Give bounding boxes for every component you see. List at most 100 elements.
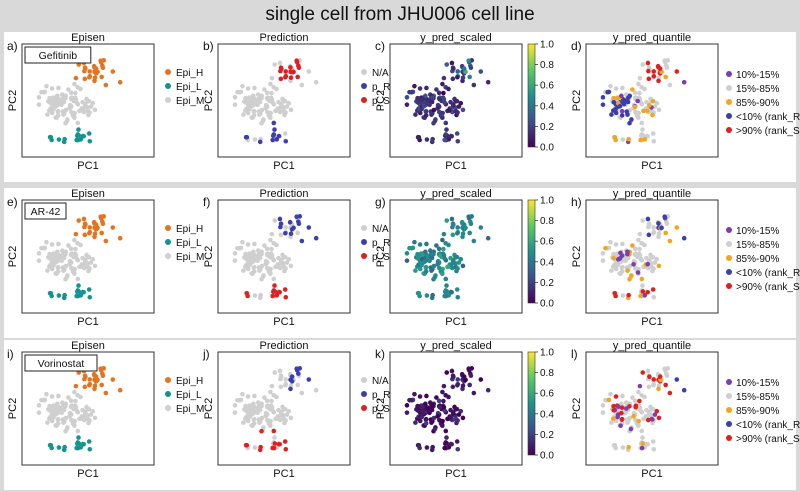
data-point — [269, 398, 274, 404]
data-point — [243, 96, 249, 101]
data-point — [288, 75, 294, 81]
panel-letter: e) — [7, 195, 18, 209]
legend-marker — [165, 391, 171, 397]
data-point — [600, 410, 606, 415]
data-point — [441, 246, 446, 252]
legend-marker — [726, 85, 732, 91]
data-point — [471, 390, 477, 396]
data-point — [249, 411, 255, 417]
data-point — [454, 439, 460, 444]
legend-marker — [361, 377, 367, 383]
data-point — [69, 252, 74, 258]
drug-label-box — [24, 202, 67, 220]
data-point — [467, 74, 472, 80]
data-point — [652, 104, 658, 109]
data-point — [245, 242, 251, 247]
data-point — [283, 138, 289, 144]
data-point — [425, 98, 430, 103]
data-point — [48, 290, 54, 296]
data-point — [67, 262, 72, 267]
data-point — [36, 410, 42, 415]
data-point — [460, 415, 466, 421]
data-point — [87, 225, 93, 230]
data-point — [443, 132, 449, 137]
data-point — [642, 242, 647, 248]
panel-title: Prediction — [260, 32, 309, 44]
data-point — [624, 406, 629, 411]
legend-label: p_Res — [372, 82, 401, 93]
data-point — [646, 68, 651, 74]
data-point — [271, 288, 277, 293]
data-point — [642, 394, 647, 400]
data-point — [87, 418, 92, 423]
data-point — [613, 106, 618, 112]
data-point — [424, 445, 430, 450]
colorbar-tick-label: 0.2 — [540, 278, 554, 289]
data-point — [651, 382, 656, 388]
data-point — [664, 65, 670, 71]
data-point — [446, 86, 451, 92]
data-point — [72, 110, 77, 116]
data-point — [600, 95, 606, 100]
data-point — [640, 370, 646, 375]
data-point — [85, 407, 90, 412]
panel-letter: f) — [203, 195, 210, 209]
data-point — [277, 216, 283, 222]
x-axis-label: PC1 — [77, 160, 98, 172]
data-point — [288, 65, 293, 70]
data-point — [288, 231, 294, 237]
data-point — [274, 86, 279, 92]
data-point — [117, 235, 123, 241]
x-axis-label: PC1 — [273, 316, 294, 328]
data-point — [431, 107, 437, 113]
data-point — [450, 259, 456, 264]
data-point — [270, 137, 275, 143]
data-point — [103, 238, 109, 244]
data-point — [232, 403, 238, 408]
data-point — [90, 256, 96, 262]
y-axis-label: PC2 — [375, 90, 387, 111]
data-point — [443, 440, 449, 445]
data-point — [86, 287, 92, 292]
data-point — [606, 397, 612, 403]
data-point — [265, 96, 270, 102]
data-point — [78, 86, 83, 92]
data-point — [249, 103, 255, 109]
data-point — [478, 69, 484, 74]
data-point — [448, 407, 453, 413]
data-point — [63, 415, 69, 421]
data-point — [435, 262, 440, 267]
data-point — [460, 383, 466, 389]
data-point — [468, 221, 474, 227]
data-point — [76, 283, 81, 288]
data-point — [428, 406, 434, 412]
x-axis-label: PC1 — [641, 468, 662, 480]
y-axis-label: PC2 — [571, 398, 583, 419]
data-point — [652, 260, 658, 265]
data-point — [639, 132, 645, 137]
data-point — [49, 86, 55, 91]
data-point — [276, 407, 281, 413]
colorbar-tick-label: 0.4 — [540, 409, 554, 420]
data-point — [442, 137, 447, 143]
data-point — [92, 263, 98, 269]
data-point — [245, 86, 251, 91]
data-point — [69, 96, 74, 102]
data-point — [252, 393, 257, 399]
data-point — [466, 366, 471, 372]
data-point — [268, 115, 273, 120]
data-point — [294, 366, 299, 372]
data-point — [413, 268, 418, 273]
data-point — [244, 442, 250, 448]
data-point — [66, 243, 71, 248]
data-point — [635, 98, 640, 104]
data-point — [264, 90, 270, 96]
data-point — [471, 238, 477, 244]
data-point — [657, 374, 663, 379]
data-point — [283, 266, 288, 271]
legend-label: p_Sens — [372, 252, 406, 263]
data-point — [467, 382, 472, 388]
data-point — [88, 104, 94, 109]
data-point — [620, 445, 626, 450]
data-point — [423, 401, 428, 407]
